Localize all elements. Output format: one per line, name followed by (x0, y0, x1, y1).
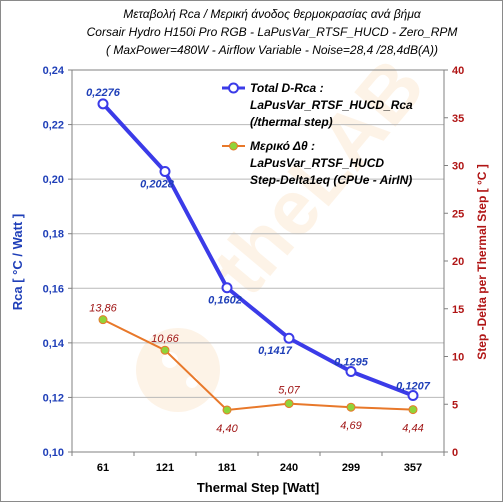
legend-label-rca-line-3: (/thermal step) (250, 115, 333, 129)
y-right-tick-label: 35 (452, 113, 464, 125)
legend-label-rca-line-2: LaPusVar_RTSF_HUCD_Rca (250, 98, 413, 112)
series-point-step-delta (408, 405, 418, 415)
series-point-total-rca (159, 166, 171, 178)
data-label-step-delta: 4,40 (216, 423, 238, 435)
legend: Total D-Rca : LaPusVar_RTSF_HUCD_Rca (/t… (222, 81, 413, 187)
y-left-tick-label: 0,16 (43, 283, 64, 295)
series-point-step-delta (160, 345, 170, 355)
y-left-tick-label: 0,18 (43, 229, 64, 241)
plot-area-frame (71, 69, 445, 453)
x-tick-label: 299 (342, 462, 360, 474)
y-left-tick-label: 0,20 (43, 174, 64, 186)
data-label-step-delta: 4,44 (402, 423, 423, 435)
series-point-total-rca (345, 366, 357, 378)
data-label-step-delta: 4,69 (340, 420, 361, 432)
data-label-step-delta: 5,07 (278, 385, 300, 397)
y-right-tick-label: 10 (452, 352, 464, 364)
legend-swatch-marker-rca (228, 82, 239, 94)
data-label-total-rca: 0,1207 (396, 381, 431, 393)
y-right-tick-label: 40 (452, 65, 464, 77)
y-right-tick-label: 15 (452, 304, 464, 316)
y-axis-left-label: Rca [ °C / Watt ] (10, 214, 25, 310)
chart-title-line-1: Μεταβολή Rca / Μερική άνοδος θερμοκρασία… (123, 7, 422, 21)
legend-label-delta-line-2: LaPusVar_RTSF_HUCD (250, 156, 384, 170)
y-right-tick-label: 30 (452, 161, 464, 173)
x-tick-label: 121 (156, 462, 174, 474)
chart-title-line-2: Corsair Hydro H150i Pro RGB - LaPusVar_R… (87, 25, 458, 39)
legend-label-delta-line-3: Step-Delta1eq (CPUe - AirIN) (250, 173, 412, 187)
series-point-total-rca (97, 98, 109, 110)
series-line-step-delta (102, 318, 414, 412)
legend-swatch-marker-delta (229, 141, 238, 151)
y-right-tick-label: 5 (452, 399, 458, 411)
x-tick-label: 181 (218, 462, 236, 474)
data-label-step-delta: 13,86 (89, 303, 117, 315)
x-tick-label: 240 (280, 462, 298, 474)
series-point-step-delta (98, 315, 108, 325)
series-line-total-rca (101, 102, 414, 398)
y-axis-right-label: Step -Delta per Thermal Step [ °C ] (475, 164, 489, 360)
series-point-total-rca (407, 390, 419, 402)
data-label-total-rca: 0,1417 (258, 345, 293, 357)
y-left-tick-label: 0,24 (43, 65, 65, 77)
data-label-total-rca: 0,1295 (334, 357, 369, 369)
series-layer (97, 98, 419, 415)
y-right-tick-label: 20 (452, 256, 464, 268)
axes-layer: 0,10 0,12 0,14 0,16 0,18 0,20 0,22 0,24 0 5 10 15 20… (43, 65, 465, 474)
x-tick-label: 357 (404, 462, 422, 474)
series-point-step-delta (284, 399, 294, 409)
y-left-tick-label: 0,10 (43, 447, 64, 459)
series-point-step-delta (346, 402, 356, 412)
x-tick-label: 61 (97, 462, 109, 474)
data-label-total-rca: 0,2028 (140, 179, 175, 191)
y-right-tick-label: 25 (452, 208, 464, 220)
series-point-step-delta (222, 405, 232, 415)
y-right-tick-label: 0 (452, 447, 458, 459)
series-point-total-rca (221, 282, 233, 294)
y-left-tick-label: 0,12 (43, 392, 64, 404)
legend-label-delta-line-1: Μερικό Δθ : (250, 139, 315, 153)
chart-title-line-3: ( MaxPower=480W - Airflow Variable - Noi… (106, 43, 438, 57)
labels-layer: 0,2276 0,2028 0,1602 0,1417 0,1295 0,1207 13,8… (86, 87, 431, 435)
data-label-total-rca: 0,1602 (208, 295, 242, 307)
y-left-tick-label: 0,22 (43, 120, 64, 132)
data-label-total-rca: 0,2276 (86, 87, 121, 99)
x-axis-label: Thermal Step [Watt] (197, 480, 319, 495)
legend-label-rca-line-1: Total D-Rca : (250, 81, 324, 95)
data-label-step-delta: 10,66 (151, 333, 179, 345)
series-point-total-rca (283, 332, 295, 344)
y-left-tick-label: 0,14 (43, 338, 65, 350)
